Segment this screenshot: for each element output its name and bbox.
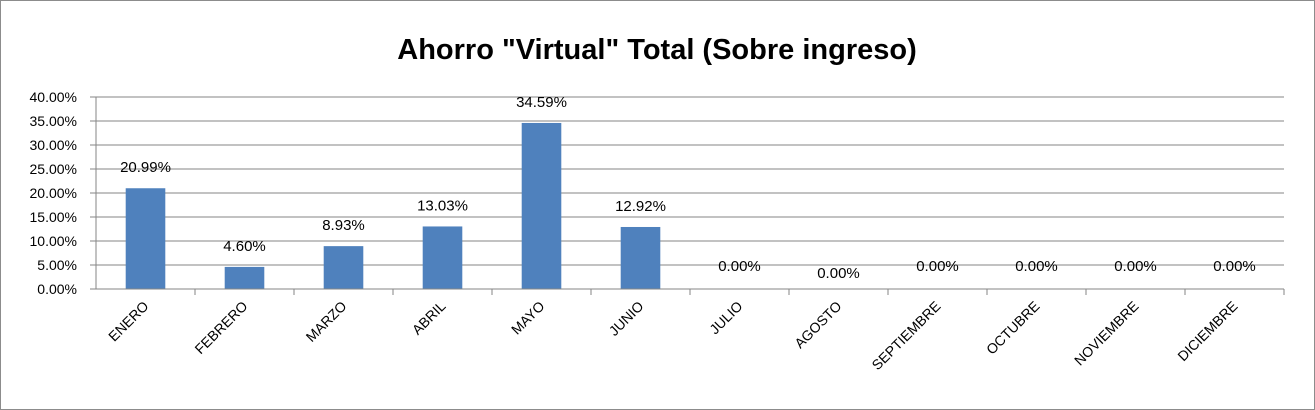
bar bbox=[125, 188, 166, 289]
data-label: 0.00% bbox=[718, 258, 761, 275]
bar bbox=[521, 122, 562, 289]
x-tick-label: NOVIEMBRE bbox=[1071, 298, 1142, 369]
x-tick-label: OCTUBRE bbox=[983, 298, 1043, 358]
x-tick-label: MARZO bbox=[303, 298, 350, 345]
bars bbox=[125, 122, 661, 289]
bar bbox=[422, 226, 463, 289]
data-label: 4.60% bbox=[223, 238, 266, 255]
y-tick-label: 30.00% bbox=[30, 137, 77, 153]
data-label: 8.93% bbox=[322, 217, 365, 234]
data-labels: 20.99% 4.60% 8.93% 13.03% 34.59% 12.92% 0.00% 0… bbox=[120, 94, 1256, 282]
y-tick-label: 25.00% bbox=[30, 161, 77, 177]
data-label: 0.00% bbox=[916, 258, 959, 275]
bar bbox=[323, 246, 364, 289]
data-label: 0.00% bbox=[1213, 258, 1256, 275]
data-label: 13.03% bbox=[417, 197, 468, 214]
y-tick-label: 40.00% bbox=[30, 89, 77, 105]
x-tick-label: AGOSTO bbox=[791, 298, 845, 352]
y-tick-label: 0.00% bbox=[37, 281, 77, 297]
gridlines bbox=[90, 96, 1284, 290]
y-tick-label: 15.00% bbox=[30, 209, 77, 225]
y-tick-label: 10.00% bbox=[30, 233, 77, 249]
x-axis-tick-labels: ENERO FEBRERO MARZO ABRIL MAYO JUNIO JULIO AGOS… bbox=[105, 298, 1241, 373]
bar bbox=[620, 226, 661, 289]
y-tick-label: 20.00% bbox=[30, 185, 77, 201]
x-tick-label: DICIEMBRE bbox=[1174, 298, 1240, 364]
y-axis-tick-labels: 0.00% 5.00% 10.00% 15.00% 20.00% 25.00% 30.00%… bbox=[30, 89, 77, 297]
axes bbox=[95, 97, 1285, 295]
chart-title: Ahorro "Virtual" Total (Sobre ingreso) bbox=[397, 34, 916, 66]
data-label: 20.99% bbox=[120, 159, 171, 176]
x-tick-label: MAYO bbox=[508, 298, 548, 338]
data-label: 0.00% bbox=[817, 265, 860, 282]
data-label: 34.59% bbox=[516, 94, 567, 111]
x-tick-label: SEPTIEMBRE bbox=[868, 298, 943, 373]
x-tick-label: JULIO bbox=[706, 298, 745, 337]
data-label: 0.00% bbox=[1015, 258, 1058, 275]
bar bbox=[224, 266, 265, 289]
y-tick-label: 5.00% bbox=[37, 257, 77, 273]
x-tick-label: FEBRERO bbox=[191, 298, 250, 357]
x-tick-label: ABRIL bbox=[409, 298, 449, 338]
x-tick-label: ENERO bbox=[105, 298, 152, 345]
y-tick-label: 35.00% bbox=[30, 113, 77, 129]
data-label: 12.92% bbox=[615, 198, 666, 215]
data-label: 0.00% bbox=[1114, 258, 1157, 275]
x-tick-label: JUNIO bbox=[606, 298, 647, 339]
